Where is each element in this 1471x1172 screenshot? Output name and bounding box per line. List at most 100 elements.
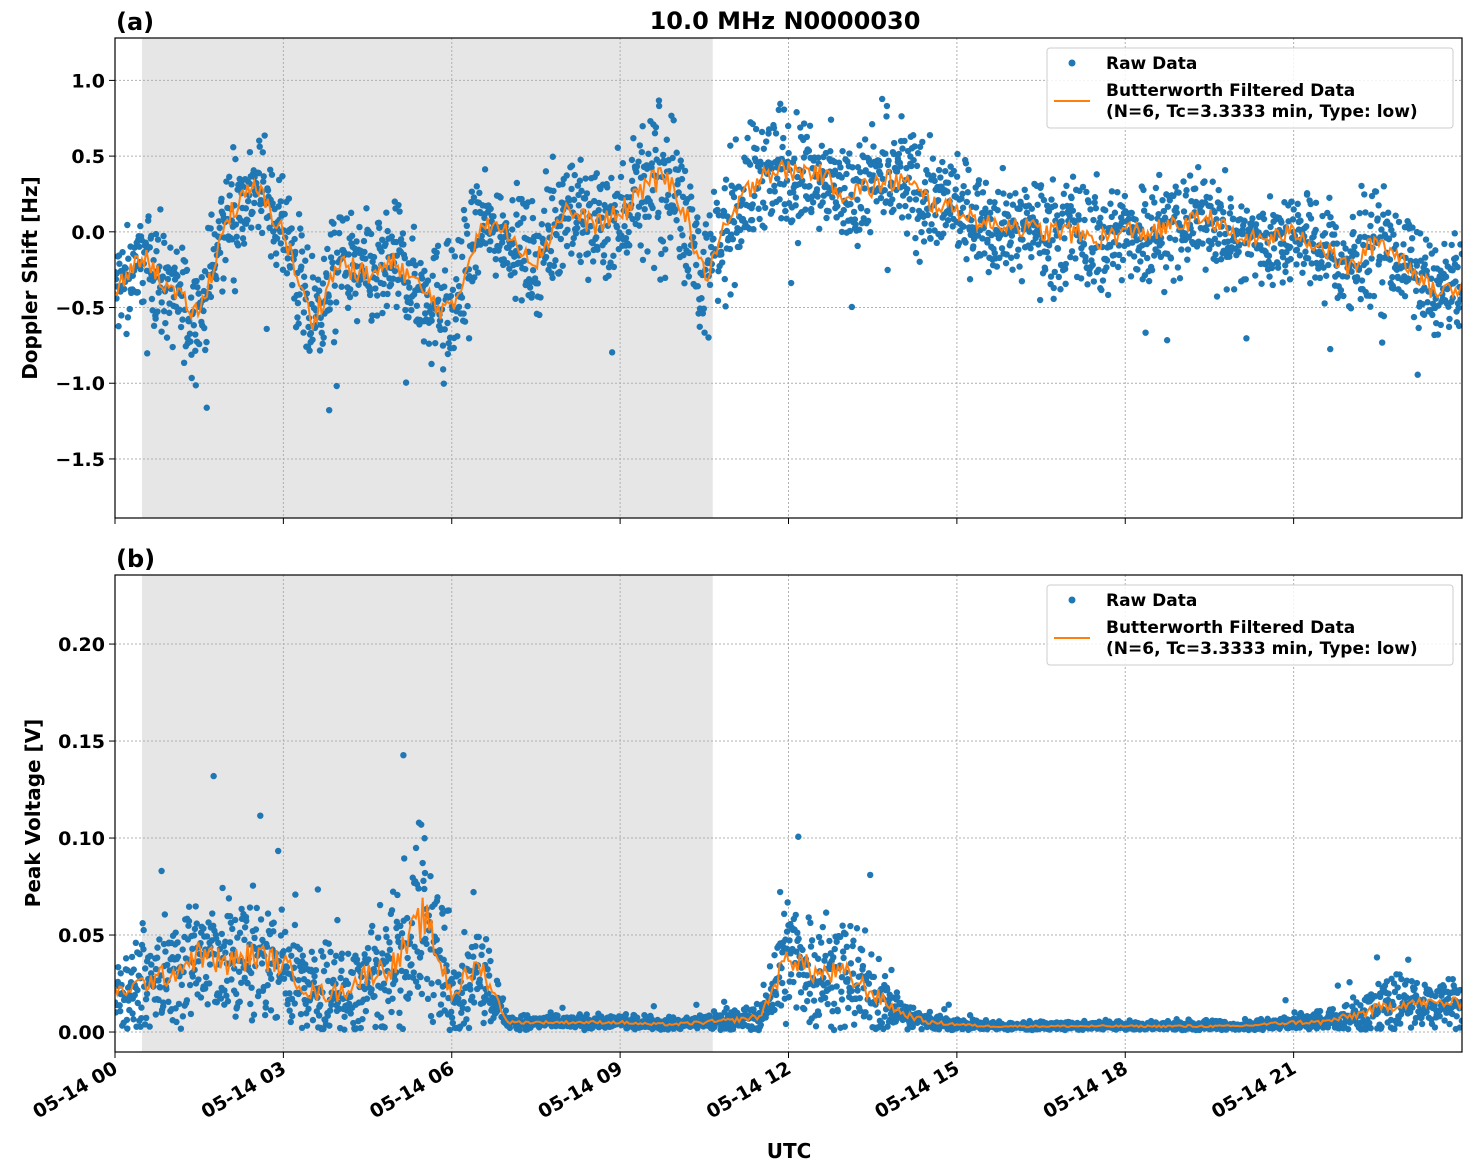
raw-point	[1161, 214, 1169, 221]
raw-point	[398, 930, 406, 937]
raw-point	[584, 250, 592, 257]
raw-point	[719, 259, 726, 266]
raw-point	[296, 946, 304, 953]
raw-point	[952, 186, 959, 193]
raw-point	[914, 149, 922, 157]
raw-point	[421, 885, 428, 893]
raw-point	[463, 222, 471, 230]
raw-point	[663, 136, 670, 143]
raw-point	[1365, 267, 1373, 274]
raw-point	[568, 185, 575, 193]
raw-point	[901, 137, 908, 145]
raw-point	[232, 221, 240, 228]
raw-point	[874, 1009, 882, 1016]
raw-point	[216, 224, 223, 232]
raw-point	[1294, 211, 1302, 219]
raw-point	[945, 1001, 952, 1008]
raw-point	[260, 173, 267, 180]
raw-point	[1279, 253, 1287, 261]
raw-point	[287, 1018, 294, 1026]
raw-point	[192, 331, 199, 338]
raw-point	[350, 1019, 357, 1027]
raw-point	[790, 978, 797, 986]
raw-point	[1192, 185, 1199, 192]
raw-point	[494, 981, 502, 988]
raw-point	[257, 812, 264, 819]
raw-point	[159, 273, 166, 280]
raw-point	[793, 1004, 800, 1011]
raw-point	[396, 1009, 403, 1017]
raw-point	[284, 255, 291, 262]
raw-point	[433, 249, 440, 256]
raw-point	[944, 188, 951, 195]
raw-point	[731, 281, 738, 289]
raw-point	[372, 285, 379, 292]
raw-point	[841, 1023, 848, 1030]
raw-point	[408, 306, 415, 314]
raw-point	[1016, 263, 1023, 270]
raw-point	[792, 911, 799, 919]
raw-point	[280, 948, 287, 955]
raw-point	[1266, 193, 1274, 200]
raw-point	[1023, 193, 1030, 201]
raw-point	[1211, 208, 1218, 216]
raw-point	[766, 963, 774, 970]
raw-point	[1057, 286, 1064, 293]
raw-point	[608, 349, 616, 356]
raw-point	[319, 953, 327, 960]
raw-point	[736, 243, 743, 250]
raw-point	[1091, 199, 1098, 206]
raw-point	[382, 925, 390, 933]
raw-point	[289, 281, 296, 289]
raw-point	[138, 1004, 145, 1011]
raw-point	[1409, 224, 1416, 231]
raw-point	[1050, 295, 1057, 303]
raw-point	[840, 206, 847, 214]
raw-point	[838, 974, 846, 981]
raw-point	[319, 280, 327, 287]
raw-point	[1299, 269, 1306, 276]
raw-point	[338, 955, 345, 962]
raw-point	[311, 956, 318, 963]
raw-point	[366, 291, 374, 299]
raw-point	[785, 149, 792, 157]
raw-point	[1005, 213, 1012, 220]
raw-point	[1331, 231, 1338, 238]
raw-point	[774, 175, 781, 182]
raw-point	[919, 138, 926, 146]
raw-point	[1045, 255, 1052, 262]
raw-point	[163, 985, 170, 993]
raw-point	[314, 886, 322, 893]
raw-point	[409, 257, 417, 264]
raw-point	[739, 196, 746, 203]
raw-point	[195, 958, 202, 965]
raw-point	[1422, 254, 1429, 261]
raw-point	[270, 928, 277, 935]
raw-point	[1282, 268, 1289, 276]
raw-point	[338, 950, 346, 957]
raw-point	[1215, 240, 1222, 247]
raw-point	[1055, 273, 1062, 281]
raw-point	[172, 929, 179, 936]
raw-point	[448, 246, 455, 254]
raw-point	[203, 338, 210, 346]
raw-point	[680, 251, 687, 259]
raw-point	[320, 334, 327, 341]
raw-point	[1107, 243, 1114, 250]
raw-point	[755, 205, 762, 212]
raw-point	[912, 234, 919, 242]
raw-point	[455, 995, 462, 1002]
raw-point	[679, 232, 686, 239]
raw-point	[122, 265, 129, 272]
raw-point	[1242, 276, 1249, 283]
raw-point	[1184, 246, 1192, 253]
raw-point	[577, 258, 584, 266]
raw-point	[222, 256, 229, 264]
raw-point	[509, 197, 516, 204]
raw-point	[1003, 251, 1010, 258]
raw-point	[1109, 260, 1117, 268]
raw-point	[1077, 275, 1085, 282]
raw-point	[1128, 209, 1135, 217]
raw-point	[909, 1023, 916, 1030]
raw-point	[994, 188, 1002, 196]
